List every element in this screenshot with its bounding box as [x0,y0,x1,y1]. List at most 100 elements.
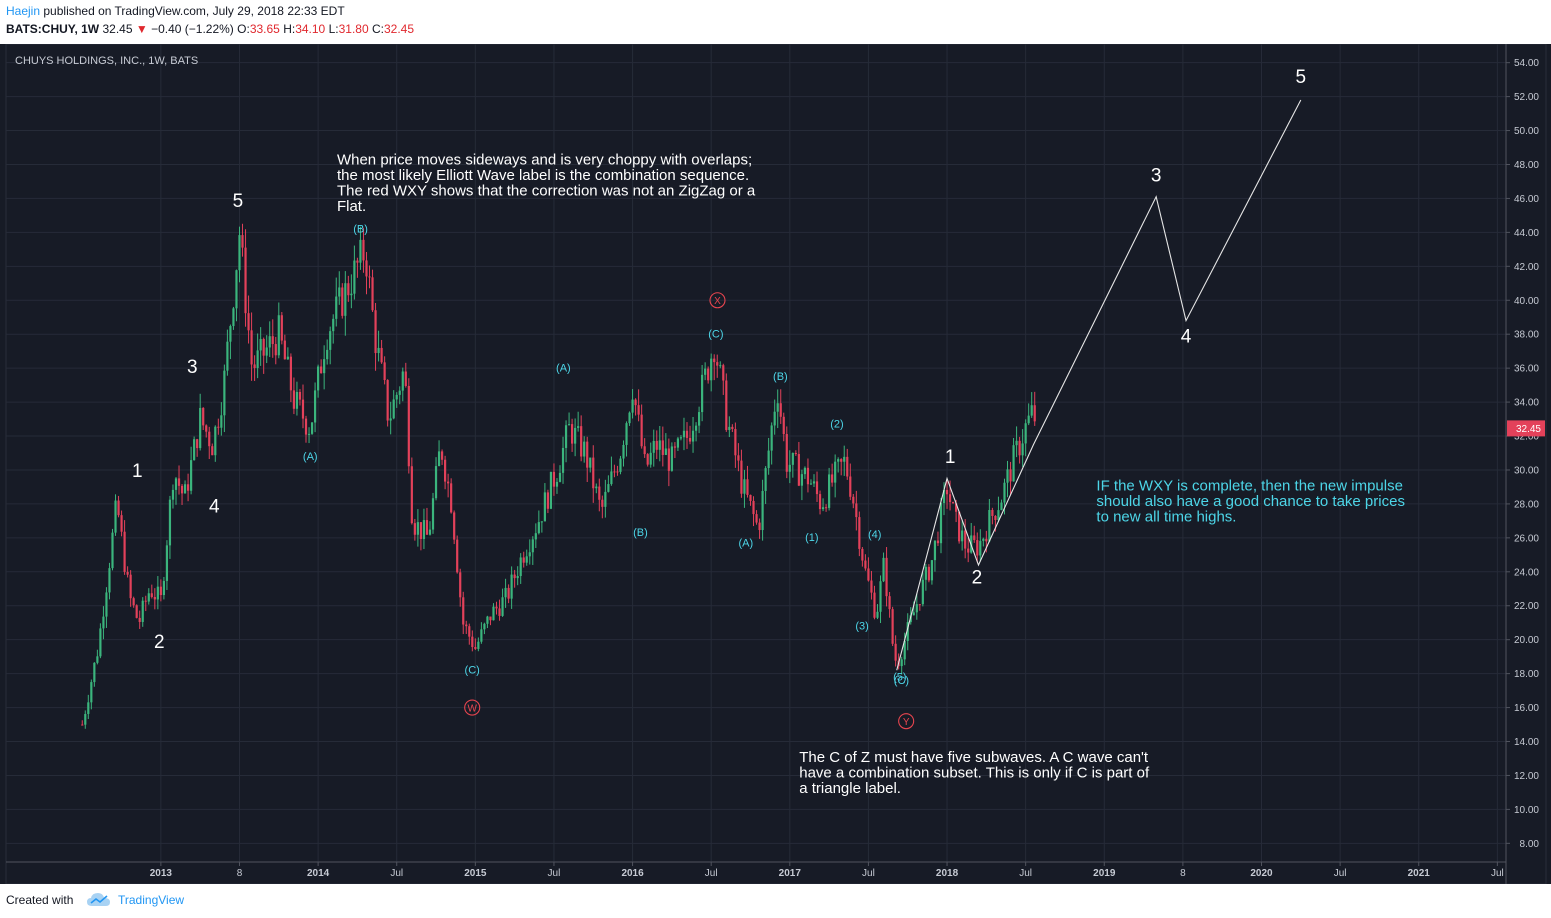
candle-body [232,308,235,327]
candle-body [537,522,540,534]
candle-body [365,260,368,277]
y-tick-label: 52.00 [1514,92,1539,103]
candle-body [428,529,432,535]
y-tick-label: 26.00 [1514,533,1539,544]
candle-body [900,659,903,667]
candle-body [870,580,873,593]
candle-body [622,444,625,459]
candle-body [930,560,934,581]
candle-body [93,662,96,683]
candle-body [117,500,120,516]
candle-body [770,425,773,451]
wave-labels: 1 2 3 4 5 (A) (B) (C) (A) (B) (C) (A) (B) (1) (2) (3) (4… [132,67,1306,687]
annotation-line: When price moves sideways and is very ch… [337,151,752,168]
tradingview-cloud-icon [87,893,110,906]
annotation-line: The red WXY shows that the correction wa… [337,182,756,199]
candle-body [344,283,347,316]
candle-body [976,540,979,556]
candle-body [410,466,413,524]
candle-body [601,499,604,507]
candle-body [407,385,410,467]
annotation-line: The C of Z must have five subwaves. A C … [799,749,1149,766]
price-change: −0.40 (−1.22%) [151,22,234,36]
candle-body [141,600,144,622]
candle-body [350,293,353,296]
candle-body [634,399,637,406]
candle-body [685,430,689,438]
candle-body [567,424,571,426]
x-tick-label: Jul [390,868,403,879]
candle-body [99,628,102,657]
candle-body [268,336,271,348]
low-value: 31.80 [338,22,369,36]
candle-body [1024,423,1027,444]
wave-label: (2) [830,419,843,431]
candle-body [522,557,525,563]
candle-body [180,485,184,494]
candle-body [165,545,169,581]
time-axis[interactable]: 2013 8 2014 Jul 2015 Jul 2016 Jul 2017 Jul 2018 Jul… [150,862,1504,879]
candle-body [413,523,416,535]
tradingview-link[interactable]: TradingView [118,893,185,907]
candle-body [307,433,311,435]
candle-body [936,540,940,544]
price-chart[interactable]: 1 2 3 4 5 (A) (B) (C) (A) (B) (C) (A) (B) (1) (2) (3) (4… [0,44,1551,884]
candle-body [725,380,728,430]
x-tick-label: 8 [1180,868,1186,879]
high-value: 34.10 [295,22,326,36]
candle-body [489,616,492,621]
candle-body [108,568,111,593]
candle-body [1003,482,1006,503]
candle-body [323,359,326,374]
circle-wave-label: Y [903,717,910,728]
candle-body [392,399,395,419]
candle-body [135,605,138,618]
candle-body [374,310,377,354]
circle-labels: X W Y [464,292,915,730]
candle-body [812,481,816,484]
candle-body [477,641,480,649]
candle-body [353,260,356,294]
wave-label: 2 [154,632,165,653]
candle-body [265,347,268,356]
candle-body [967,548,970,553]
candle-body [507,587,510,599]
candle-body [123,531,126,572]
candle-body [803,467,807,475]
candle-body [767,450,770,469]
candle-body [153,596,156,600]
candle-body [828,474,831,508]
x-tick-label: 2019 [1093,868,1116,879]
candle-body [437,451,441,467]
candle-body [867,568,870,581]
candle-body [846,456,849,477]
author-link[interactable]: Haejin [6,4,41,18]
candle-body [676,438,680,448]
x-tick-label: 2017 [779,868,802,879]
y-tick-label: 30.00 [1514,465,1539,476]
candle-body [283,340,286,360]
candle-body [516,576,519,579]
candle-body [304,418,308,435]
candle-body [797,454,800,486]
candle-body [912,612,915,616]
candle-body [431,498,435,530]
candle-body [858,517,861,549]
candle-body [193,439,196,461]
candle-body [655,440,658,450]
created-with-text: Created with [6,893,74,907]
price-axis[interactable]: 54.00 52.00 50.00 48.00 46.00 44.00 42.00 40.00… [1506,58,1539,850]
open-label: O: [237,22,250,36]
candle-body [190,460,193,491]
x-tick-label: Jul [548,868,561,879]
candle-body [298,391,302,400]
candle-body [347,283,350,296]
candle-body [111,532,114,569]
candle-body [277,315,280,356]
candle-body [631,399,634,413]
candle-body [326,349,329,360]
candle-body [480,629,483,642]
candle-body [274,344,277,356]
candle-body [1015,440,1018,446]
candle-body [894,643,897,661]
